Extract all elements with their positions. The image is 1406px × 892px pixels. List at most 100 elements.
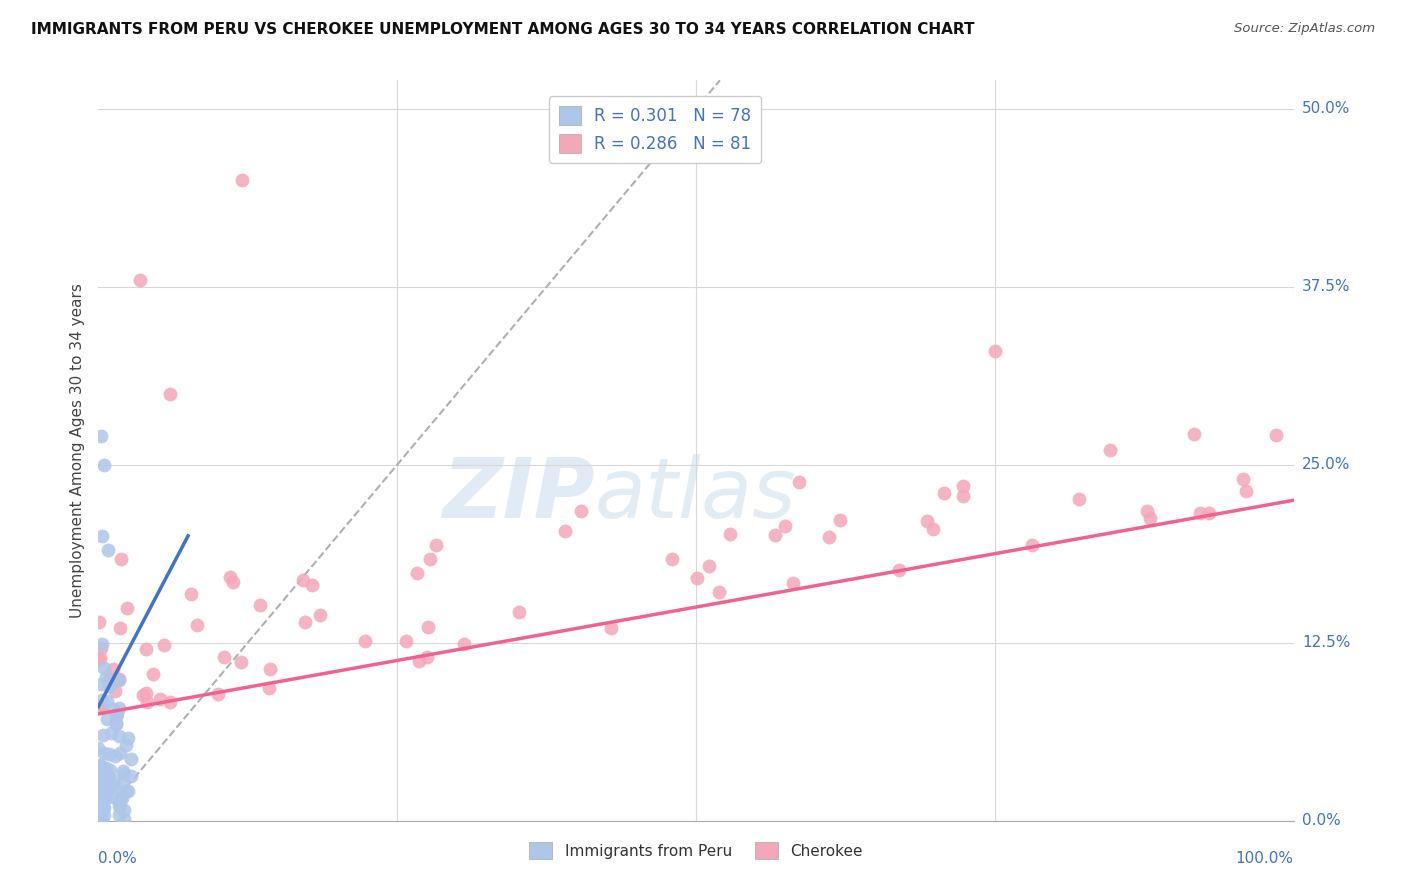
Point (508, 605, 530, 619)
Point (93, 775, 115, 789)
Point (91, 529, 114, 543)
Y-axis label: Unemployment Among Ages 30 to 34 years: Unemployment Among Ages 30 to 34 years (70, 283, 86, 618)
Point (207, 687, 229, 701)
Point (104, 683, 127, 698)
Point (416, 620, 439, 634)
Point (89, 772, 111, 787)
Point (108, 807, 131, 822)
Text: 100.0%: 100.0% (1236, 851, 1294, 866)
Point (922, 522, 945, 536)
Text: 0.0%: 0.0% (98, 851, 138, 866)
Point (97, 679, 120, 693)
Point (120, 769, 142, 783)
Point (87, 741, 110, 756)
Point (91, 797, 114, 812)
Point (186, 617, 208, 632)
Text: 0.0%: 0.0% (1302, 814, 1340, 828)
Point (600, 621, 623, 635)
Point (1232, 473, 1254, 487)
Point (94, 790, 117, 805)
Point (159, 695, 181, 709)
Point (94, 771, 117, 785)
Point (117, 784, 139, 798)
Point (103, 702, 125, 716)
Point (96, 694, 118, 708)
Point (89, 698, 111, 713)
Point (1139, 511, 1161, 525)
Point (111, 791, 134, 805)
Point (90, 700, 112, 714)
Point (294, 615, 316, 629)
Point (110, 746, 132, 760)
Point (952, 489, 974, 503)
Point (661, 551, 683, 566)
Point (103, 773, 125, 788)
Point (104, 716, 127, 731)
Point (93, 458, 115, 472)
Point (415, 650, 437, 665)
Point (93, 746, 115, 760)
Point (90, 759, 112, 773)
Point (1234, 483, 1257, 498)
Point (105, 707, 128, 722)
Point (115, 738, 138, 752)
Point (309, 608, 332, 623)
Point (108, 673, 131, 688)
Point (89, 806, 111, 821)
Point (218, 570, 240, 584)
Point (91, 785, 114, 799)
Point (229, 655, 252, 669)
Point (91, 780, 114, 794)
Point (259, 662, 281, 676)
Point (915, 514, 938, 528)
Text: 37.5%: 37.5% (1302, 279, 1350, 294)
Point (571, 504, 593, 518)
Point (818, 530, 841, 544)
Point (96, 761, 118, 775)
Point (395, 634, 418, 648)
Point (425, 537, 447, 551)
Point (129, 272, 152, 286)
Point (93, 772, 115, 786)
Point (686, 571, 709, 585)
Point (108, 700, 131, 714)
Text: Source: ZipAtlas.com: Source: ZipAtlas.com (1234, 22, 1375, 36)
Point (98, 781, 121, 796)
Point (91, 761, 114, 775)
Point (149, 692, 172, 706)
Point (984, 343, 1007, 358)
Point (89, 813, 111, 827)
Point (932, 485, 955, 500)
Point (108, 621, 131, 635)
Point (453, 637, 475, 651)
Point (114, 784, 136, 798)
Point (89, 765, 111, 780)
Point (159, 386, 181, 401)
Point (89, 651, 111, 665)
Point (108, 729, 131, 743)
Point (90, 777, 112, 791)
Point (112, 804, 135, 818)
Point (87, 783, 110, 797)
Point (87, 798, 110, 813)
Point (90, 813, 112, 827)
Point (89, 809, 111, 823)
Point (104, 717, 127, 731)
Point (110, 552, 132, 566)
Point (93, 807, 115, 822)
Point (91, 693, 114, 707)
Point (889, 563, 911, 577)
Point (212, 650, 235, 665)
Point (1067, 491, 1090, 506)
Point (90, 761, 112, 775)
Point (1198, 506, 1220, 520)
Text: 50.0%: 50.0% (1302, 102, 1350, 116)
Point (180, 587, 202, 601)
Point (136, 695, 159, 709)
Point (301, 578, 323, 592)
Point (1021, 538, 1043, 552)
Point (90, 791, 112, 805)
Point (108, 672, 131, 686)
Point (249, 598, 271, 612)
Point (94, 670, 117, 684)
